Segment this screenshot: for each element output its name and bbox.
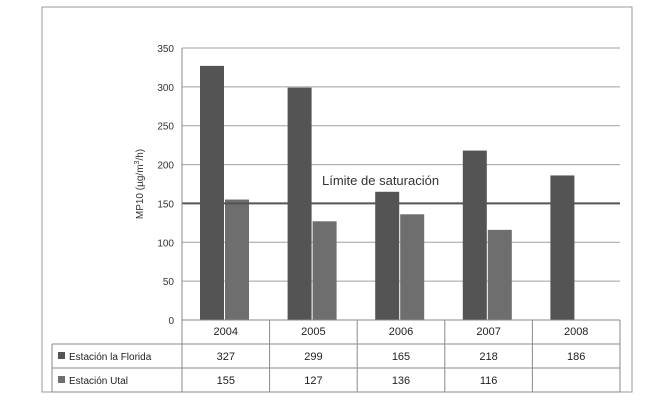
y-tick-label: 300 [157, 83, 174, 94]
y-tick-label: 50 [163, 277, 175, 288]
data-label: 127 [304, 375, 322, 387]
data-table: 2004 2005 2006 2007 2008 Estación la Florida 3… [51, 319, 621, 393]
data-label: 165 [392, 351, 410, 363]
bar-utal-2006 [400, 214, 425, 320]
y-tick-label: 100 [157, 238, 174, 249]
bar-florida-2004 [200, 65, 224, 320]
y-tick-label: 200 [157, 161, 174, 172]
y-tick-label: 150 [157, 199, 174, 210]
axes: 0 50 100 150 200 250 300 350 [157, 44, 183, 327]
legend-key [58, 352, 65, 359]
legend-key [58, 376, 65, 383]
data-label: 186 [567, 351, 585, 363]
bar-florida-2008 [550, 175, 575, 320]
bar-utal-2005 [312, 221, 337, 320]
saturation-limit-label: Límite de saturación [322, 173, 439, 188]
bar-florida-2007 [462, 150, 487, 320]
y-tick-label: 350 [157, 44, 174, 55]
data-label: 218 [479, 351, 497, 363]
chart-frame [41, 6, 633, 393]
data-label: 299 [304, 351, 322, 363]
y-tick-label: 0 [168, 316, 174, 327]
x-tick-label: 2006 [389, 326, 413, 338]
data-label: 116 [480, 375, 498, 387]
bar-utal-2007 [487, 229, 512, 320]
x-tick-label: 2008 [564, 326, 588, 338]
bars [200, 65, 575, 321]
y-tick-label: 250 [157, 122, 174, 133]
bar-florida-2006 [375, 191, 400, 320]
y-axis-label: MP10 (µg/m3/h) [134, 149, 146, 219]
reference-line-group: Límite de saturación [182, 173, 620, 205]
x-tick-label: 2005 [301, 326, 325, 338]
data-label: 327 [217, 351, 235, 363]
data-label: 136 [392, 375, 410, 387]
legend-label: Estación Utal [69, 376, 128, 387]
bar-utal-2004 [225, 199, 249, 320]
x-tick-label: 2007 [476, 326, 500, 338]
legend-label: Estación la Florida [69, 352, 152, 363]
data-label: 155 [217, 375, 235, 387]
x-tick-label: 2004 [214, 326, 238, 338]
